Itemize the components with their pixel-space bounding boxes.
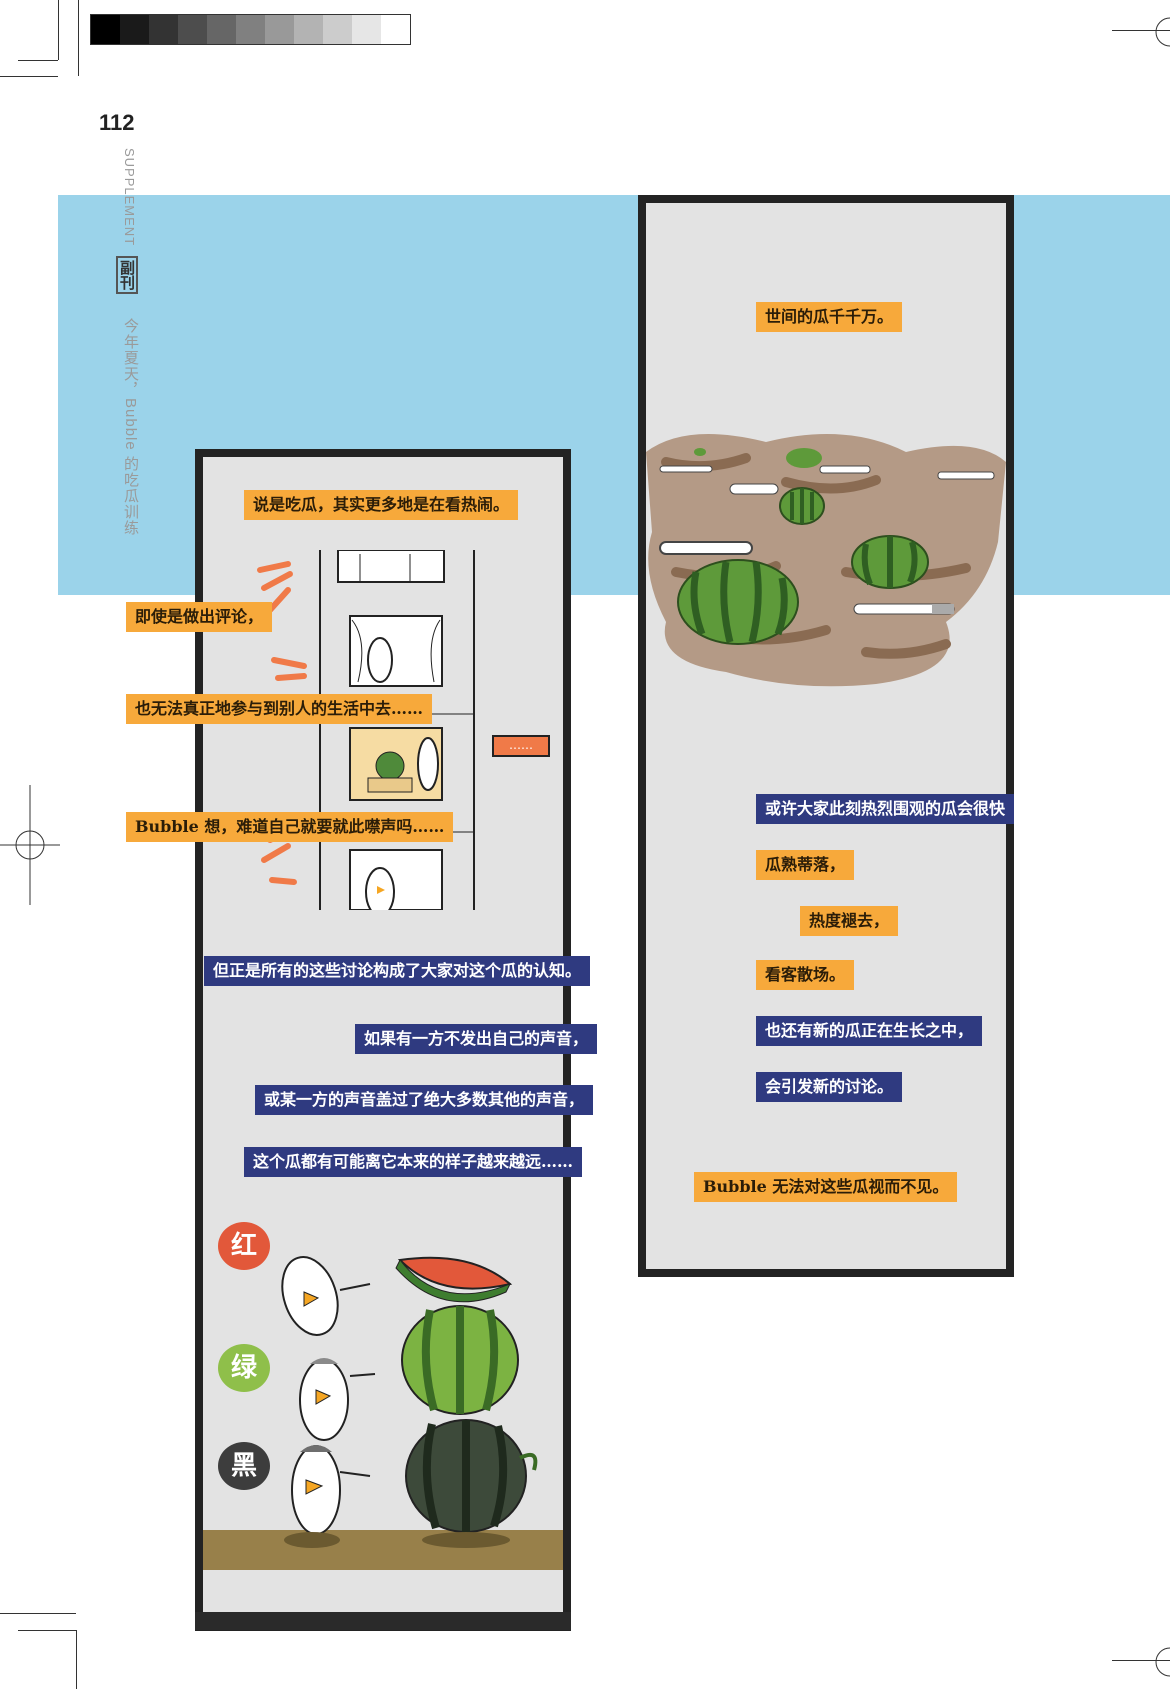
section-label-en: SUPPLEMENT: [122, 148, 137, 247]
caption-right-2: 瓜熟蒂落，: [756, 850, 855, 880]
caption-right-3: 热度褪去，: [800, 906, 899, 936]
grayscale-swatch: [323, 15, 352, 44]
caption-right-1: 或许大家此刻热烈围观的瓜会很快: [756, 794, 1015, 824]
grayscale-swatch: [236, 15, 265, 44]
caption-left-side-3: Bubble 想，难道自己就要就此噤声吗……: [126, 812, 454, 842]
caption-right-5: 也还有新的瓜正在生长之中，: [756, 1016, 983, 1046]
right-comic-panel: [638, 195, 1014, 1277]
black-bubble: 黑: [218, 1442, 270, 1490]
page-number: 112: [99, 110, 135, 135]
registration-mark: [1155, 1647, 1170, 1677]
crop-mark: [76, 1630, 77, 1689]
comic-strip-illustration: [257, 550, 475, 910]
melon-field-illustration: [646, 434, 1006, 687]
grayscale-swatch: [352, 15, 381, 44]
caption-left-side-1: 即使是做出评论，: [126, 602, 273, 632]
caption-left-blue-4: 这个瓜都有可能离它本来的样子越来越远……: [244, 1147, 583, 1177]
grayscale-swatch: [207, 15, 236, 44]
caption-left-blue-3: 或某一方的声音盖过了绝大多数其他的声音，: [255, 1085, 594, 1115]
left-panel-bottom-bar: [195, 1612, 571, 1630]
crop-mark: [0, 1613, 76, 1614]
grayscale-swatch: [265, 15, 294, 44]
registration-mark: [0, 785, 60, 905]
caption-left-blue-2: 如果有一方不发出自己的声音，: [355, 1024, 598, 1054]
caption-right-bottom: Bubble 无法对这些瓜视而不见。: [694, 1172, 958, 1202]
crop-mark: [1112, 30, 1170, 31]
caption-right-4: 看客散场。: [756, 960, 855, 990]
crop-mark: [78, 0, 79, 76]
crop-mark: [1112, 1660, 1170, 1661]
crop-mark: [0, 76, 58, 77]
caption-left-side-2: 也无法真正地参与到别人的生活中去……: [126, 694, 433, 724]
grayscale-swatch: [178, 15, 207, 44]
registration-mark: [1155, 17, 1170, 47]
crop-mark: [18, 1630, 76, 1631]
crop-mark: [18, 60, 58, 61]
caption-left-top: 说是吃瓜，其实更多地是在看热闹。: [244, 490, 519, 520]
crop-mark: [58, 0, 59, 60]
grayscale-swatch: [381, 15, 410, 44]
grayscale-swatch: [120, 15, 149, 44]
caption-right-6: 会引发新的讨论。: [756, 1072, 903, 1102]
grayscale-swatch: [294, 15, 323, 44]
grayscale-swatch: [91, 15, 120, 44]
section-label-cn: 副刊: [116, 256, 138, 294]
caption-right-top: 世间的瓜千千万。: [756, 302, 903, 332]
green-bubble: 绿: [218, 1344, 270, 1392]
red-bubble: 红: [218, 1222, 270, 1270]
speech-bubble: ……: [492, 735, 550, 757]
birds-and-watermelons-illustration: [281, 1256, 538, 1548]
article-title: 今年夏天，Bubble 的吃瓜训练: [122, 318, 139, 536]
grayscale-swatch: [149, 15, 178, 44]
grayscale-calibration-bar: [90, 14, 411, 45]
caption-left-blue-1: 但正是所有的这些讨论构成了大家对这个瓜的认知。: [204, 956, 591, 986]
